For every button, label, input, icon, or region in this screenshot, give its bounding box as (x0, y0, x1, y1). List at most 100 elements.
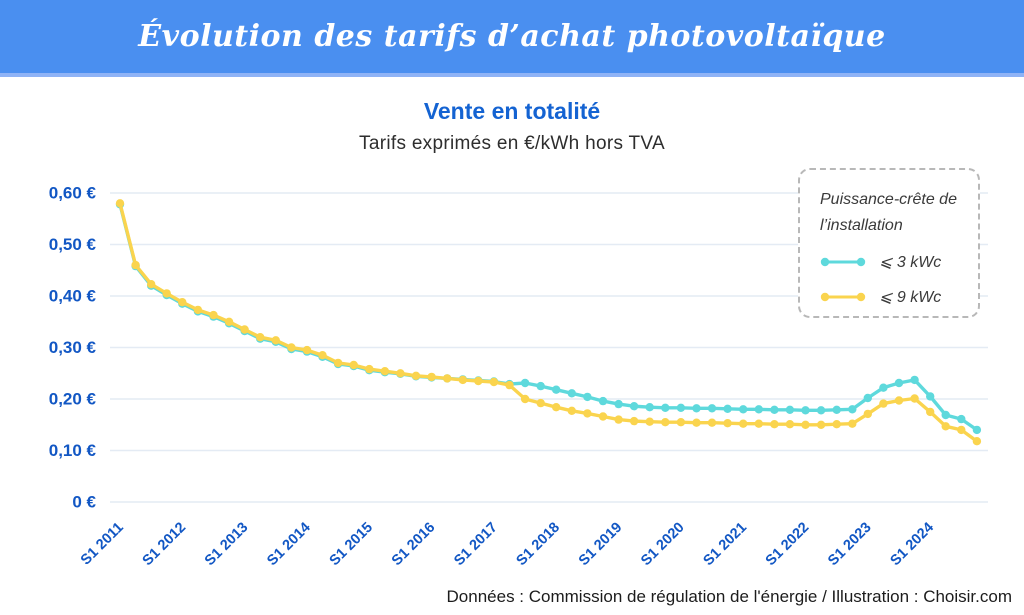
data-point (957, 425, 966, 435)
legend-box: Puissance-crête de l’installation ⩽ 3 kW… (798, 168, 980, 318)
data-point (365, 364, 374, 374)
data-point (894, 378, 904, 388)
data-point (692, 418, 701, 427)
data-point (707, 404, 717, 413)
legend-item-3kwc: ⩽ 3 kWc (820, 252, 964, 272)
data-point (458, 375, 467, 385)
chart-subtitle: Tarifs exprimés en €/kWh hors TVA (359, 133, 665, 154)
data-point (224, 317, 234, 326)
data-point (770, 405, 779, 414)
chart-title: Vente en totalité (423, 98, 601, 124)
data-point (848, 419, 857, 428)
data-point (396, 369, 405, 378)
line-swatch-9kwc-icon (820, 292, 866, 302)
data-point (271, 336, 280, 345)
series-9kwc (115, 199, 982, 446)
data-point (287, 343, 296, 352)
data-point (162, 289, 171, 298)
legend-item-9kwc: ⩽ 9 kWc (820, 287, 964, 307)
data-point (754, 419, 763, 428)
data-point (832, 405, 841, 414)
data-point (598, 396, 608, 406)
data-point (333, 358, 343, 368)
line-swatch-3kwc-icon (820, 257, 866, 267)
y-axis-labels: 0 € 0,10 € 0,20 € 0,30 € 0,40 € 0,50 € 0,60 € (49, 184, 97, 512)
data-point (645, 417, 654, 426)
x-axis-labels: S1 2011 S1 2012 S1 2013 S1 2014 S1 2015 S1 20… (78, 520, 937, 570)
data-point (349, 360, 358, 370)
header-banner: Évolution des tarifs d’achat photovoltaï… (0, 0, 1024, 77)
data-point (614, 399, 623, 409)
data-point (941, 422, 950, 431)
data-point (583, 392, 592, 402)
data-point (739, 405, 748, 414)
data-point (816, 406, 826, 415)
x-tick-label: S1 2016 (389, 520, 439, 570)
data-point (661, 403, 670, 412)
data-point (957, 414, 966, 424)
data-point (941, 410, 950, 420)
y-tick-label: 0,60 € (49, 184, 97, 203)
data-point (380, 367, 390, 376)
y-tick-label: 0,20 € (49, 390, 97, 409)
data-point (910, 375, 919, 385)
x-tick-label: S1 2018 (514, 520, 564, 570)
data-point (178, 298, 187, 307)
x-tick-label: S1 2013 (202, 520, 252, 570)
x-tick-label: S1 2020 (638, 520, 688, 570)
data-point (692, 404, 701, 413)
data-point (785, 420, 795, 429)
data-point (147, 280, 156, 289)
y-tick-label: 0,40 € (49, 287, 97, 306)
grid-lines (110, 192, 988, 503)
data-point (926, 407, 935, 417)
y-tick-label: 0,10 € (49, 441, 97, 460)
data-point (131, 260, 140, 270)
data-point (723, 404, 732, 413)
data-point (209, 310, 218, 320)
x-tick-label: S1 2022 (763, 520, 813, 570)
data-point (536, 381, 545, 391)
data-point (910, 394, 919, 403)
x-tick-label: S1 2017 (451, 520, 501, 570)
data-point (707, 418, 717, 427)
data-point (256, 333, 265, 342)
data-point (411, 371, 421, 380)
x-tick-label: S1 2019 (576, 520, 626, 570)
data-point (115, 199, 125, 208)
data-point (754, 405, 763, 414)
data-point (661, 418, 670, 427)
data-point (645, 403, 654, 412)
data-point (318, 351, 327, 360)
data-point (520, 378, 530, 388)
data-point (832, 420, 841, 429)
legend-title: Puissance-crête de l’installation (820, 191, 957, 234)
data-point (240, 325, 249, 334)
x-tick-label: S1 2011 (78, 520, 127, 569)
data-point (926, 392, 935, 401)
data-point (879, 383, 888, 392)
data-point (723, 419, 732, 428)
data-point (629, 416, 639, 426)
data-point (863, 393, 872, 403)
legend-label-3kwc: ⩽ 3 kWc (879, 254, 942, 271)
data-point (770, 420, 779, 429)
data-point (552, 403, 561, 412)
data-point (863, 409, 872, 419)
data-point (739, 419, 748, 428)
data-point (193, 305, 203, 315)
data-point (505, 380, 514, 390)
credits-text: Données : Commission de régulation de l'… (446, 587, 1012, 606)
data-point (427, 372, 436, 382)
data-point (676, 403, 686, 412)
data-point (972, 437, 982, 446)
data-point (583, 409, 592, 418)
data-point (474, 376, 483, 386)
data-point (848, 405, 857, 414)
data-point (552, 385, 561, 394)
data-point (489, 377, 499, 387)
data-point (816, 420, 826, 429)
data-point (567, 406, 576, 415)
data-point (972, 425, 982, 435)
